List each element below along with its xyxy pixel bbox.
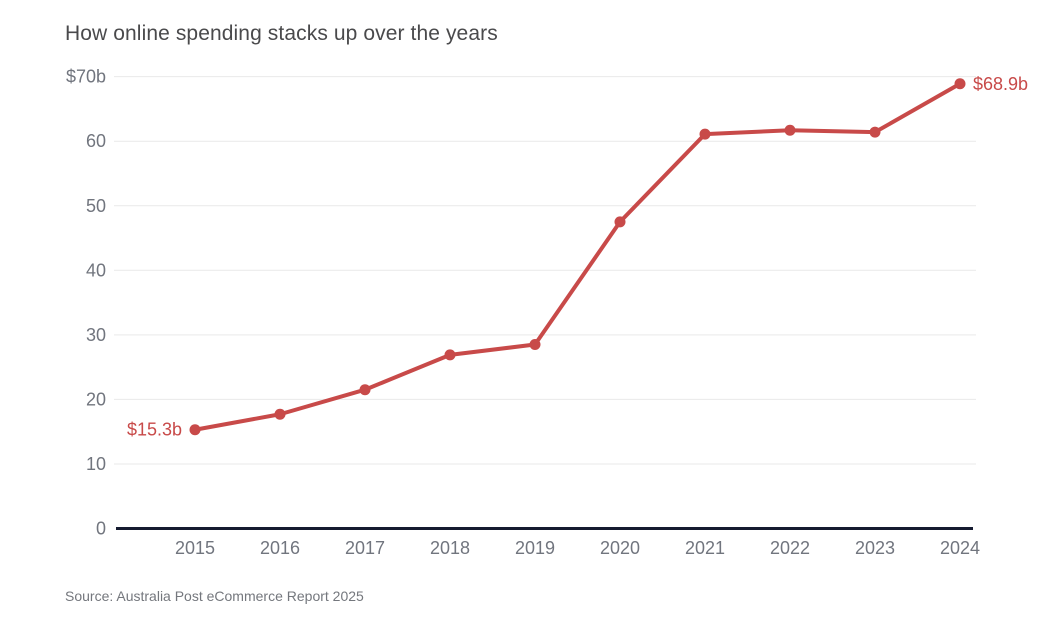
last-point-label: $68.9b <box>973 74 1028 94</box>
data-point <box>954 78 966 90</box>
source-note: Source: Australia Post eCommerce Report … <box>65 588 364 604</box>
y-tick-label: 20 <box>86 389 106 409</box>
y-tick-label: 40 <box>86 260 106 280</box>
data-point <box>784 124 796 136</box>
x-tick-label: 2022 <box>770 538 810 558</box>
y-tick-label: 0 <box>96 519 106 539</box>
x-tick-label: 2023 <box>855 538 895 558</box>
data-point <box>529 339 541 351</box>
y-tick-label: 30 <box>86 325 106 345</box>
x-tick-label: 2015 <box>175 538 215 558</box>
first-point-label: $15.3b <box>127 420 182 440</box>
data-point <box>699 128 711 140</box>
x-tick-label: 2020 <box>600 538 640 558</box>
data-point <box>614 216 626 228</box>
y-tick-label: 10 <box>86 454 106 474</box>
data-point <box>359 384 371 396</box>
chart-title: How online spending stacks up over the y… <box>65 22 498 45</box>
y-tick-label: 60 <box>86 131 106 151</box>
data-point <box>274 408 286 420</box>
x-tick-label: 2016 <box>260 538 300 558</box>
x-tick-label: 2018 <box>430 538 470 558</box>
y-tick-label: 50 <box>86 196 106 216</box>
data-point <box>869 126 881 138</box>
data-point <box>444 349 456 361</box>
x-tick-label: 2021 <box>685 538 725 558</box>
data-point <box>189 424 201 436</box>
y-tick-label: $70b <box>66 67 106 87</box>
x-tick-label: 2019 <box>515 538 555 558</box>
x-tick-label: 2017 <box>345 538 385 558</box>
series-line <box>193 81 962 432</box>
x-tick-label: 2024 <box>940 538 980 558</box>
